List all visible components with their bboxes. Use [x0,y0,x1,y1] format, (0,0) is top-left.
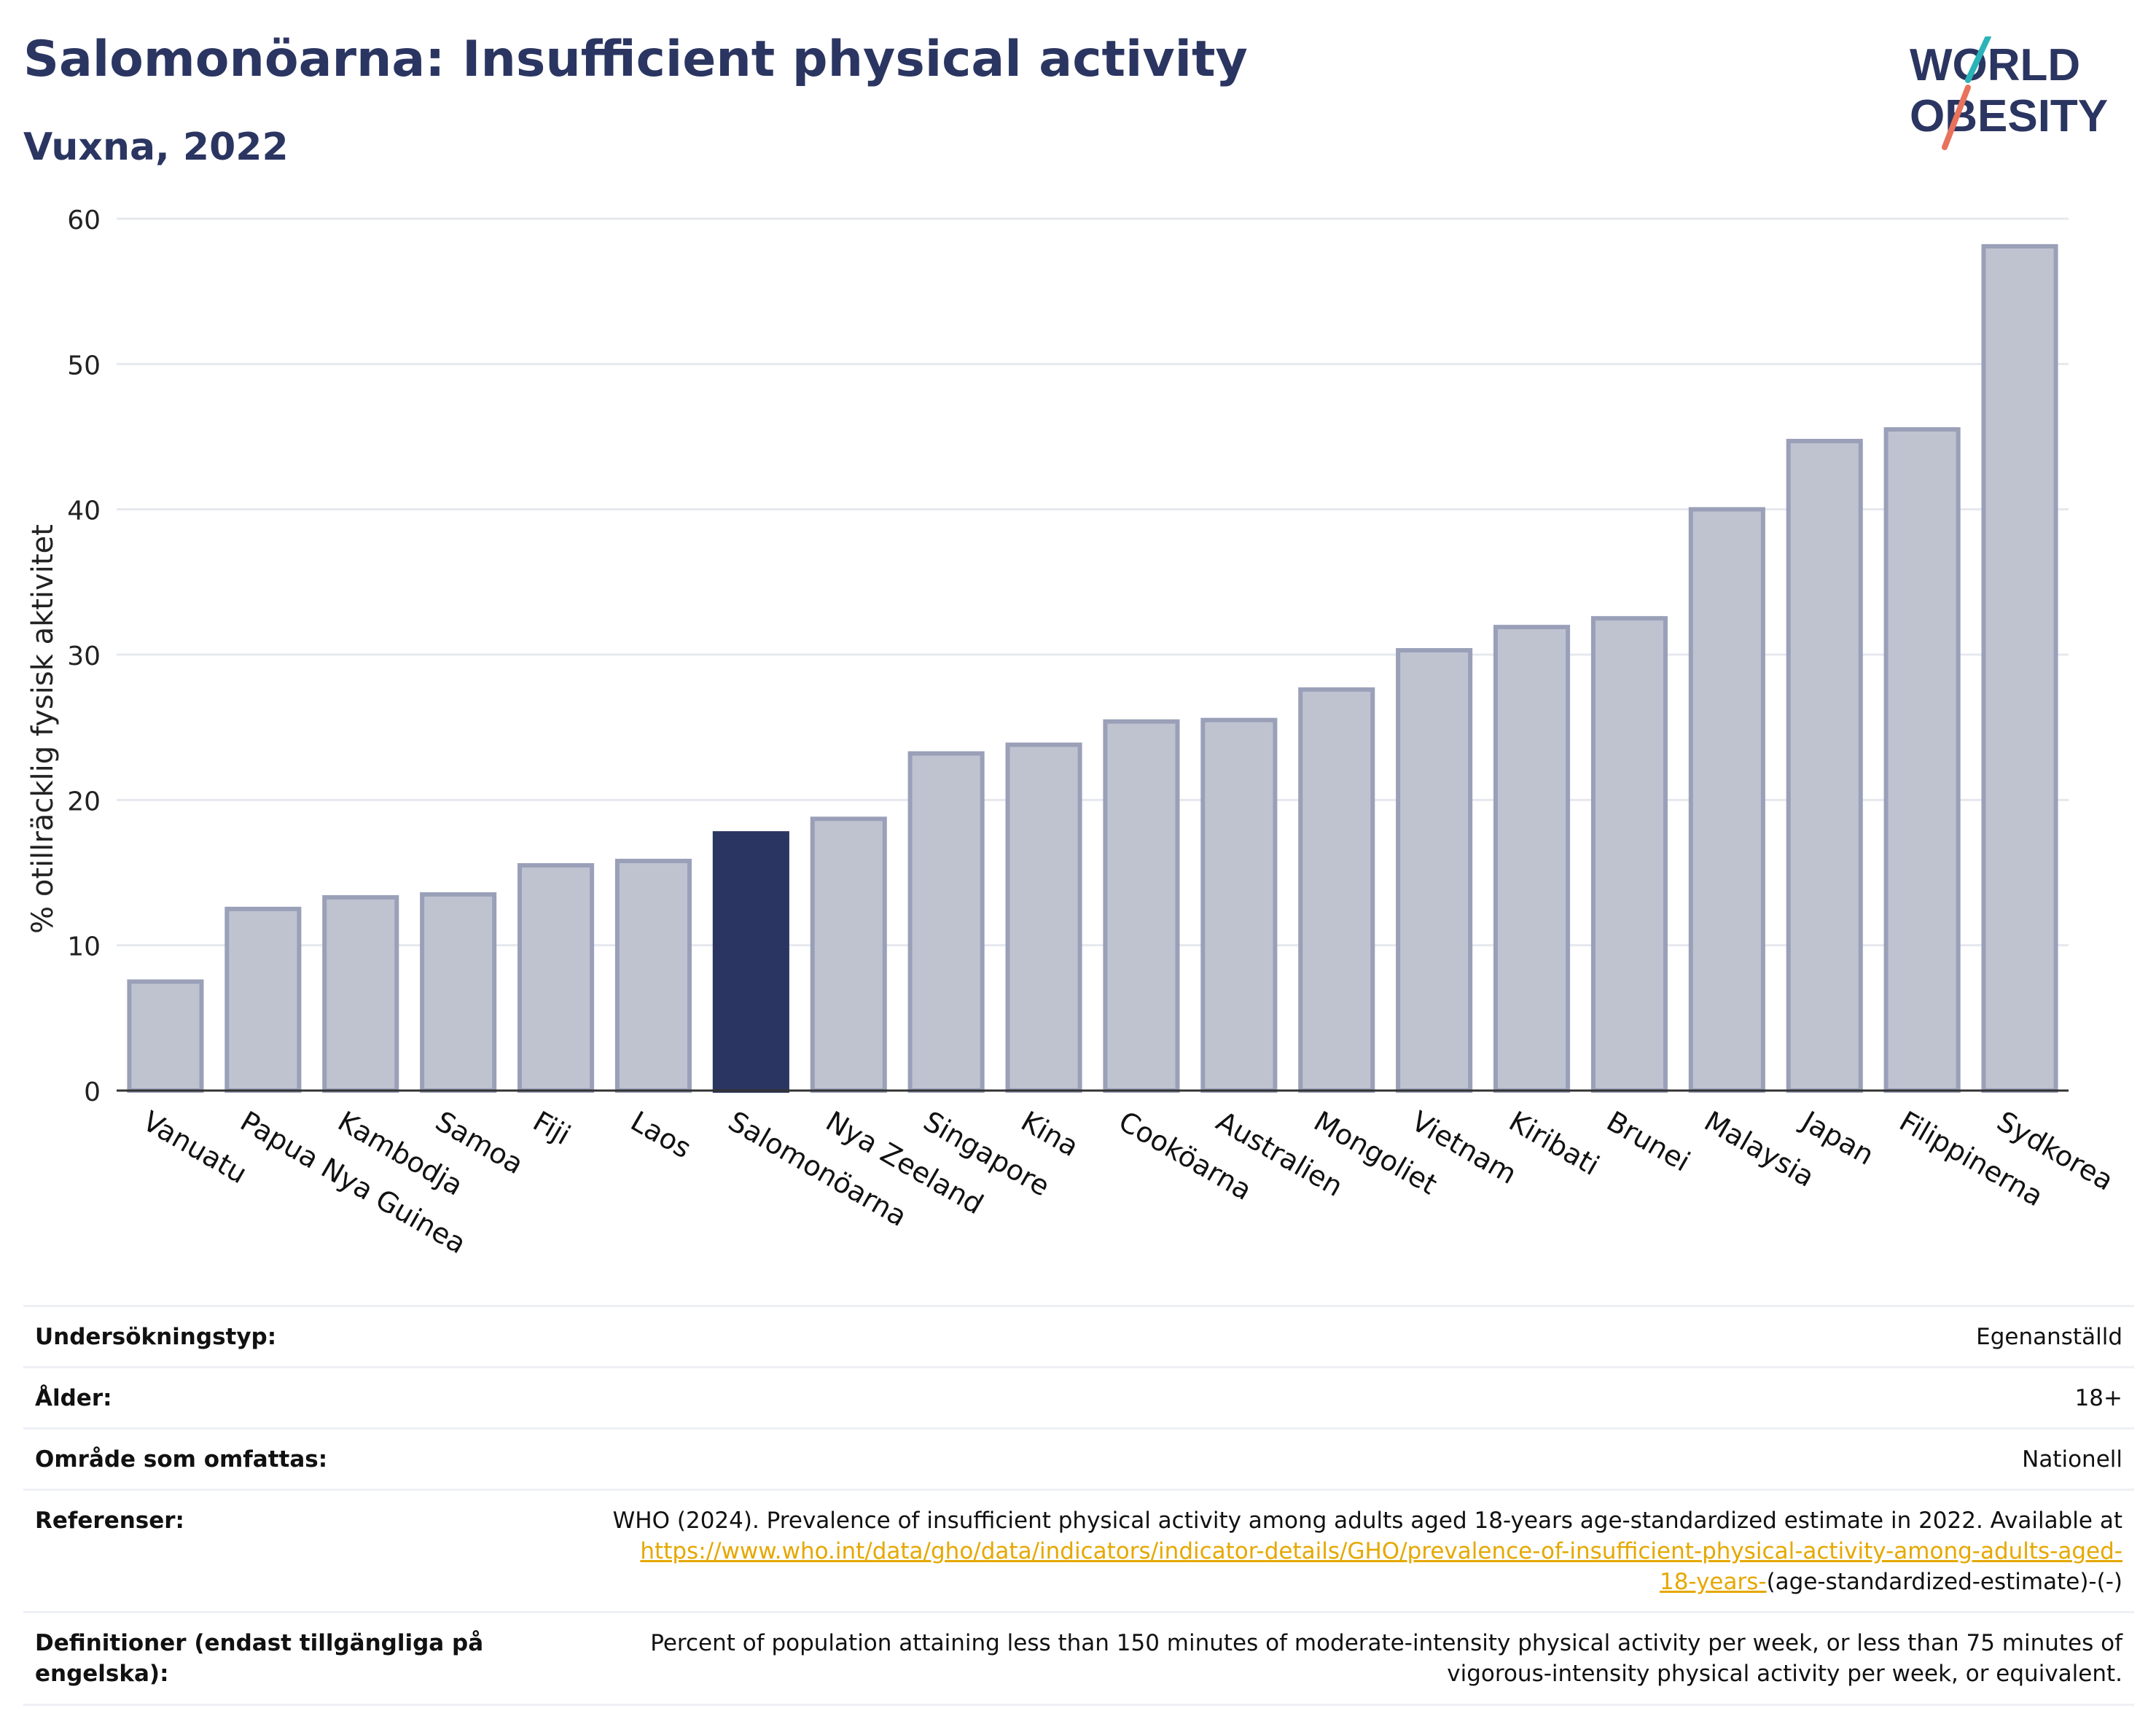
references-text: WHO (2024). Prevalence of insufficient p… [612,1508,2122,1534]
bar [1981,243,2058,1093]
bar [1396,648,1473,1093]
bar [224,906,302,1093]
bar [1298,687,1375,1093]
coverage-label: Område som omfattas: [35,1446,328,1473]
y-tick-label: 30 [67,642,101,671]
logo-line2: OBESITY [1910,91,2108,141]
age-value: 18+ [2074,1385,2122,1411]
bar [907,751,985,1093]
bar [1883,427,1961,1093]
survey-type-label: Undersökningstyp: [35,1324,277,1350]
bar [1200,717,1278,1093]
references-link-2[interactable]: 18-years- [1659,1569,1767,1595]
x-tick-label: Kina [1016,1105,1085,1163]
survey-type-value: Egenanställd [1976,1324,2122,1350]
x-tick-label: Kiribati [1504,1105,1605,1182]
y-tick-label: 40 [67,496,101,526]
bar [517,863,595,1093]
bar [1688,507,1765,1093]
logo-slash-coral [1942,85,1971,150]
bar [1005,742,1082,1093]
bar [810,816,887,1093]
definitions-line-1: Percent of population attaining less tha… [650,1630,2122,1656]
x-tick-label: Vanuatu [137,1105,252,1190]
references-link-1[interactable]: https://www.who.int/data/gho/data/indica… [640,1538,2122,1564]
definitions-label: Definitioner (endast tillgängliga på eng… [35,1630,484,1687]
bar [1493,625,1571,1093]
world-obesity-logo: WORLD OBESITY [1910,36,2108,150]
definitions-value: Percent of population attaining less tha… [487,1628,2134,1704]
references-label: Referenser: [35,1508,184,1534]
meta-row-survey-type: Undersökningstyp: Egenanställd [23,1305,2134,1366]
references-tail: (age-standardized-estimate)-(-) [1766,1569,2122,1595]
bar [420,892,497,1093]
references-value: WHO (2024). Prevalence of insufficient p… [487,1505,2134,1611]
x-tick-label: Laos [625,1105,697,1165]
bar [1590,616,1668,1093]
bar [127,979,204,1093]
page-title: Salomonöarna: Insufficient physical acti… [23,31,1248,88]
logo-slash-teal [1965,36,1991,83]
bar [614,859,692,1093]
bar [1103,719,1180,1093]
x-tick-label: Brunei [1601,1105,1695,1178]
definitions-line-2: vigorous-intensity physical activity per… [1447,1661,2122,1687]
age-label: Ålder: [35,1385,112,1411]
bar [322,894,399,1093]
meta-row-age: Ålder: 18+ [23,1366,2134,1427]
bar [1786,438,1863,1093]
y-tick-label: 50 [67,351,101,381]
grid-layer [117,217,2069,947]
y-tick-label: 60 [67,206,101,235]
x-tick-label: Malaysia [1699,1105,1820,1193]
page-subtitle: Vuxna, 2022 [23,125,289,169]
y-tick-label: 10 [67,932,101,962]
logo-line1: WORLD [1910,40,2080,90]
y-tick-label: 20 [67,787,101,816]
meta-row-references: Referenser: WHO (2024). Prevalence of in… [23,1489,2134,1611]
bar [712,831,789,1093]
bar-layer [127,243,2058,1093]
bar-chart: % otillräcklig fysisk aktivitet 0 10 20 30 4… [26,206,2119,1260]
metadata-table: Undersökningstyp: Egenanställd Ålder: 18… [23,1305,2134,1706]
x-tick-label: Fiji [528,1105,576,1151]
meta-row-definitions: Definitioner (endast tillgängliga på eng… [23,1611,2134,1706]
meta-row-coverage: Område som omfattas: Nationell [23,1427,2134,1489]
y-axis-label: % otillräcklig fysisk aktivitet [26,524,60,934]
y-tick-label: 0 [84,1077,101,1107]
coverage-value: Nationell [2022,1446,2122,1473]
